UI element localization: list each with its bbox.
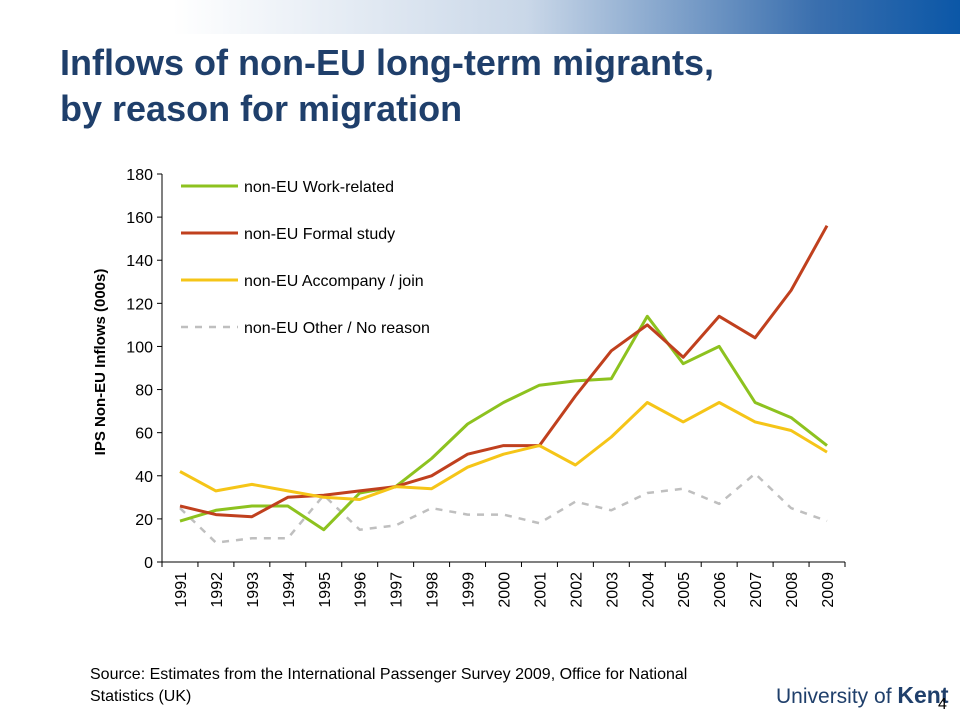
series-line-2 xyxy=(179,401,828,501)
x-tick-label: 2008 xyxy=(784,572,801,608)
logo-brand: Kent xyxy=(897,682,949,708)
y-tick-label: 160 xyxy=(126,210,153,227)
y-tick-label: 60 xyxy=(135,426,153,443)
x-tick-label: 1997 xyxy=(389,572,406,608)
chart-axes: 0 20 40 60 80 100 120 140 160 180 1991 1992 1993 1994… xyxy=(126,167,846,608)
legend-label-2: non-EU Accompany / join xyxy=(244,273,424,290)
title-line-2: by reason for migration xyxy=(60,88,463,129)
x-tick-label: 1992 xyxy=(209,572,226,608)
x-tick-label: 2002 xyxy=(568,572,585,608)
y-tick-label: 40 xyxy=(135,469,153,486)
series-line-1 xyxy=(179,224,829,519)
header-gradient-band xyxy=(0,0,960,34)
legend-label-0: non-EU Work-related xyxy=(244,179,394,196)
x-tick-label: 1999 xyxy=(461,572,478,608)
x-tick-label: 1994 xyxy=(281,572,298,608)
x-tick-label: 2001 xyxy=(532,572,549,608)
page-title: Inflows of non-EU long-term migrants, by… xyxy=(60,40,920,132)
chart-series xyxy=(179,224,829,544)
legend-label-3: non-EU Other / No reason xyxy=(244,320,430,337)
source-line-1: Source: Estimates from the International… xyxy=(90,666,688,683)
source-note: Source: Estimates from the International… xyxy=(90,664,790,708)
x-tick-label: 2007 xyxy=(748,572,765,608)
y-tick-label: 180 xyxy=(126,167,153,184)
legend-label-1: non-EU Formal study xyxy=(244,226,395,243)
page-number: 4 xyxy=(938,696,947,713)
title-line-1: Inflows of non-EU long-term migrants, xyxy=(60,42,714,83)
series-line-3 xyxy=(179,472,828,544)
y-axis-label: IPS Non-EU Inflows (000s) xyxy=(92,269,109,456)
x-tick-label: 1993 xyxy=(245,572,262,608)
x-tick-label: 2000 xyxy=(497,572,514,608)
y-tick-label: 120 xyxy=(126,296,153,313)
logo-prefix: University of xyxy=(776,685,898,708)
x-tick-label: 2003 xyxy=(604,572,621,608)
x-tick-label: 2009 xyxy=(820,572,837,608)
x-tick-label: 1991 xyxy=(173,572,190,608)
x-tick-label: 2005 xyxy=(676,572,693,608)
x-tick-label: 2006 xyxy=(712,572,729,608)
x-tick-label: 1996 xyxy=(353,572,370,608)
source-line-2: Statistics (UK) xyxy=(90,688,192,705)
y-tick-label: 100 xyxy=(126,339,153,356)
chart-legend: non-EU Work-related non-EU Formal study no… xyxy=(181,179,430,337)
series-line-0 xyxy=(179,314,828,532)
y-tick-label: 20 xyxy=(135,512,153,529)
y-tick-label: 80 xyxy=(135,383,153,400)
y-tick-label: 140 xyxy=(126,253,153,270)
x-tick-label: 2004 xyxy=(640,572,657,608)
x-tick-label: 1998 xyxy=(425,572,442,608)
y-tick-label: 0 xyxy=(144,555,153,572)
university-logo: University of Kent xyxy=(776,682,949,709)
x-tick-label: 1995 xyxy=(317,572,334,608)
